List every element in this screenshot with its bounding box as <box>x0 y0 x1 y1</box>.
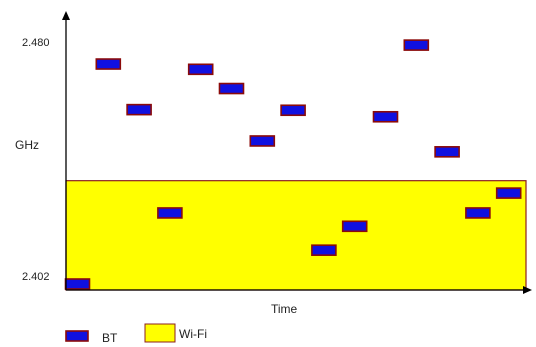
legend-bt-label: BT <box>102 331 118 345</box>
bt-hop-block <box>126 103 152 116</box>
y-axis-label: GHz <box>15 138 39 152</box>
bt-hop-block <box>341 220 368 233</box>
bt-hop-block <box>280 104 306 117</box>
wifi-band <box>65 180 527 291</box>
y-tick-bottom: 2.402 <box>22 271 50 283</box>
bt-hop-block <box>64 278 91 290</box>
bt-hop-block <box>434 146 460 158</box>
bt-hop-block <box>495 187 522 199</box>
legend: BT Wi-Fi <box>65 323 207 345</box>
bt-hop-block <box>372 110 399 123</box>
bt-hop-block <box>403 39 430 51</box>
y-axis-arrow <box>62 11 70 20</box>
bt-hop-block <box>157 207 183 219</box>
legend-wifi-swatch <box>144 323 176 343</box>
bt-hop-block <box>465 207 491 219</box>
bt-hop-block <box>311 244 337 256</box>
bt-hop-block <box>218 82 245 95</box>
bt-hop-block <box>249 135 276 147</box>
legend-wifi-label: Wi-Fi <box>179 327 207 341</box>
x-axis-label: Time <box>271 302 298 316</box>
y-tick-top: 2.480 <box>22 37 50 49</box>
x-axis-arrow <box>523 286 532 294</box>
bt-hops-group <box>64 39 522 290</box>
bt-hop-block <box>187 63 214 76</box>
legend-bt-swatch <box>65 330 89 342</box>
bt-hop-block <box>95 58 122 70</box>
